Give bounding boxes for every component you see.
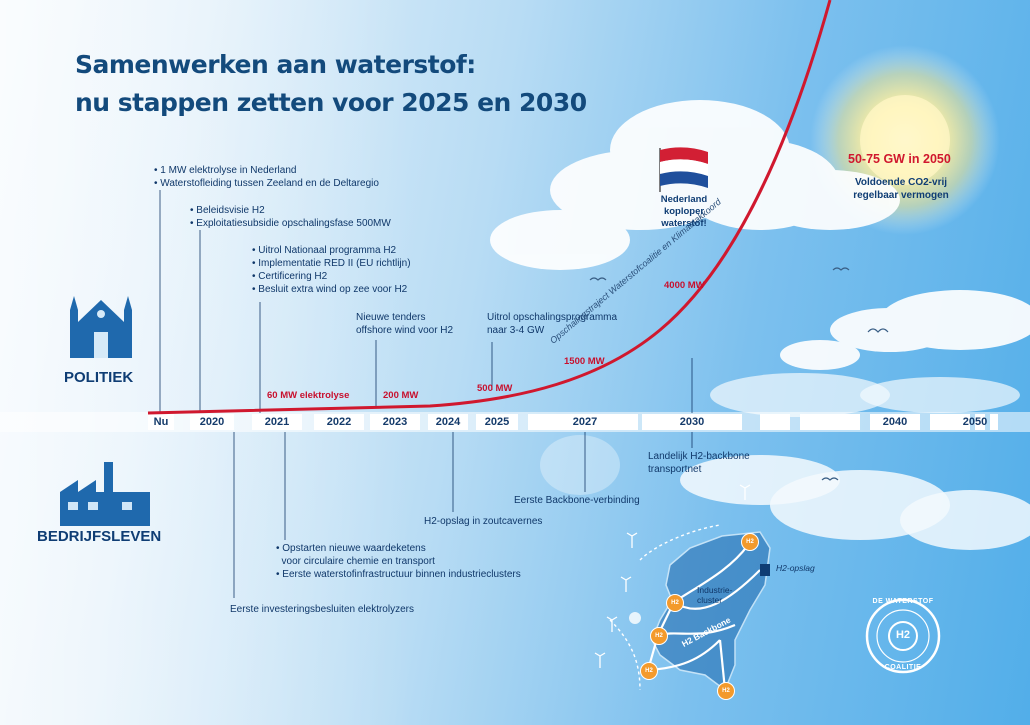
event-line: • Opstarten nieuwe waardeketens (276, 543, 426, 554)
seal-center-text: H2 (895, 629, 911, 641)
politiek-event-3: • Uitrol Nationaal programma H2 • Implem… (252, 244, 411, 296)
bedrijfsleven-label: BEDRIJFSLEVEN (37, 528, 162, 545)
bedrijf-event-storage: H2-opslag in zoutcavernes (424, 515, 542, 528)
page-title-line1: Samenwerken aan waterstof: (75, 50, 476, 79)
year-2022: 2022 (326, 416, 352, 428)
event-line: • Waterstofleiding tussen Zeeland en de … (154, 178, 379, 189)
waterstof-coalitie-seal (865, 598, 941, 674)
event-line: offshore wind voor H2 (356, 325, 454, 336)
flag-line: koploper (663, 206, 705, 217)
map-cluster-label: Industrie- cluster (697, 585, 732, 605)
event-line: • Beleidsvisie H2 (190, 205, 265, 216)
map-storage-label: H2-opslag (776, 563, 815, 573)
goal-headline: 50-75 GW in 2050 (848, 152, 951, 166)
year-2021: 2021 (264, 416, 290, 428)
goal-line: Voldoende CO2-vrij (854, 177, 948, 188)
flag-line: Nederland (660, 194, 708, 205)
flag-caption: Nederland koploper waterstof! (652, 194, 716, 230)
year-2020: 2020 (199, 416, 225, 428)
timeline-segments (148, 414, 998, 430)
event-line: naar 3-4 GW (487, 325, 545, 336)
event-line: H2-opslag in zoutcavernes (424, 516, 543, 527)
year-2040: 2040 (882, 416, 908, 428)
dutch-flag-icon (659, 147, 708, 192)
h2-node-icon: H2 (717, 682, 735, 700)
goal-line: regelbaar vermogen (853, 190, 949, 201)
year-nu: Nu (153, 416, 169, 428)
event-line: • Certificering H2 (252, 271, 328, 282)
bedrijf-event-investments: Eerste investeringsbesluiten elektrolyze… (230, 603, 414, 616)
event-line: • Exploitatiesubsidie opschalingsfase 50… (190, 218, 391, 229)
goal-subtext: Voldoende CO2-vrij regelbaar vermogen (842, 176, 960, 202)
event-line: Eerste investeringsbesluiten elektrolyze… (230, 604, 414, 615)
event-line: Eerste Backbone-verbinding (514, 495, 640, 506)
event-line: Uitrol opschalingsprogramma (487, 312, 618, 323)
year-2025: 2025 (484, 416, 510, 428)
milestone-500mw: 500 MW (477, 383, 513, 394)
politiek-event-2: • Beleidsvisie H2 • Exploitatiesubsidie … (190, 204, 391, 230)
map-line: Industrie- (697, 585, 733, 595)
politiek-label: POLITIEK (64, 369, 134, 386)
netherlands-map (594, 484, 771, 692)
bird-icons (589, 267, 889, 481)
politiek-event-1: • 1 MW elektrolyse in Nederland • Waters… (154, 164, 379, 190)
politiek-event-5: Uitrol opschalingsprogramma naar 3-4 GW (487, 311, 617, 337)
event-line: • Uitrol Nationaal programma H2 (252, 245, 397, 256)
event-line: Landelijk H2-backbone (648, 451, 750, 462)
flag-line: waterstof! (661, 218, 707, 229)
event-line: transportnet (648, 464, 702, 475)
year-2050: 2050 (962, 416, 988, 428)
event-line: • Besluit extra wind op zee voor H2 (252, 284, 408, 295)
event-line: Nieuwe tenders (356, 312, 426, 323)
map-line: cluster (697, 595, 723, 605)
bedrijf-event-backbone: Landelijk H2-backbone transportnet (648, 450, 750, 476)
bedrijf-event-value-chains: • Opstarten nieuwe waardeketens voor cir… (276, 542, 521, 581)
milestone-4000mw: 4000 MW (664, 280, 705, 291)
event-connectors (159, 190, 693, 598)
h2-node-icon: H2 (640, 662, 658, 680)
bedrijf-event-first-connection: Eerste Backbone-verbinding (514, 494, 640, 507)
event-line: • Eerste waterstofinfrastructuur binnen … (276, 569, 521, 580)
milestone-60mw: 60 MW elektrolyse (267, 390, 350, 401)
year-2027: 2027 (572, 416, 598, 428)
event-line: voor circulaire chemie en transport (276, 556, 435, 567)
seal-bottom-text: COALITIE (884, 664, 922, 671)
factory-icon (60, 462, 150, 526)
government-building-icon (70, 296, 132, 358)
milestone-1500mw: 1500 MW (564, 356, 605, 367)
event-line: • 1 MW elektrolyse in Nederland (154, 165, 297, 176)
cloud-shapes (490, 100, 1030, 550)
event-line: • Implementatie RED II (EU richtlijn) (252, 258, 411, 269)
year-2024: 2024 (435, 416, 461, 428)
year-2023: 2023 (382, 416, 408, 428)
h2-node-icon: H2 (666, 594, 684, 612)
h2-node-icon: H2 (650, 627, 668, 645)
h2-node-icon: H2 (741, 533, 759, 551)
page-title-line2: nu stappen zetten voor 2025 en 2030 (75, 88, 587, 117)
year-2030: 2030 (679, 416, 705, 428)
growth-curve (147, 0, 832, 415)
seal-top-text: DE WATERSTOF (872, 598, 934, 605)
milestone-200mw: 200 MW (383, 390, 419, 401)
politiek-event-4: Nieuwe tenders offshore wind voor H2 (356, 311, 453, 337)
